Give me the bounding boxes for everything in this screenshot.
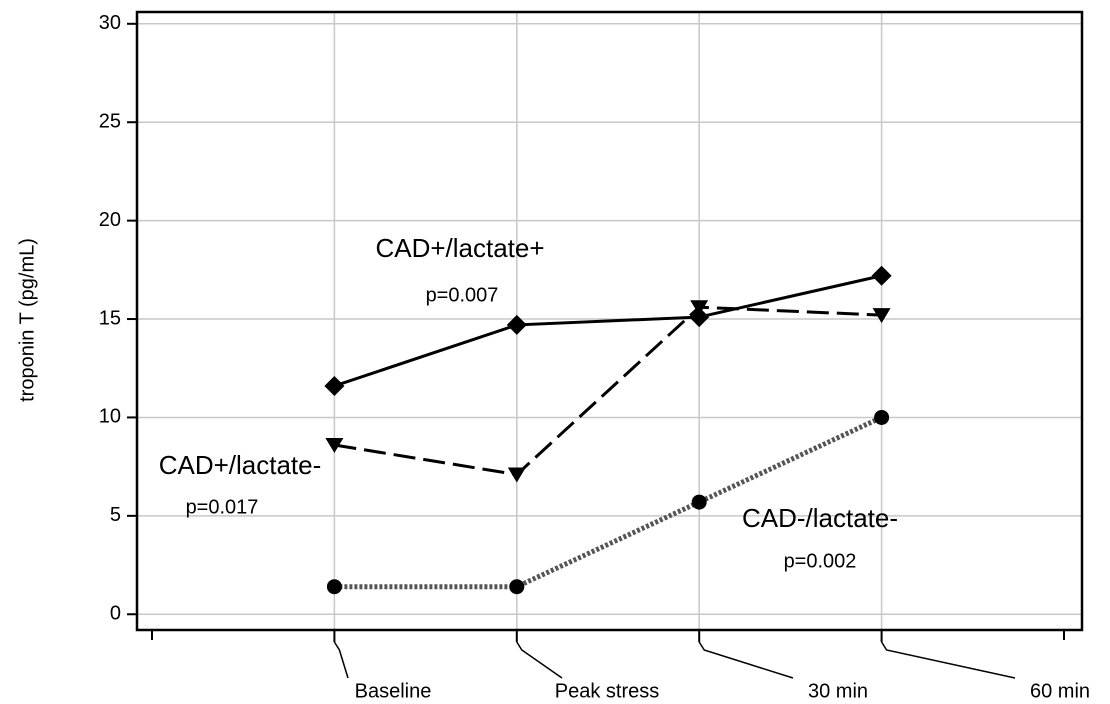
series-label: CAD-/lactate- bbox=[742, 503, 898, 533]
series-line bbox=[333, 274, 882, 388]
x-tick-label: Peak stress bbox=[555, 680, 659, 702]
marker bbox=[872, 308, 891, 324]
y-tick-label: 10 bbox=[99, 406, 121, 428]
x-tick-label: Baseline bbox=[355, 680, 432, 702]
marker bbox=[324, 375, 345, 396]
tick-leader bbox=[880, 641, 1016, 679]
marker bbox=[871, 265, 892, 286]
marker bbox=[691, 494, 707, 510]
y-axis-label: troponin T (pg/mL) bbox=[16, 238, 38, 402]
marker bbox=[874, 409, 890, 425]
series-line bbox=[334, 415, 883, 590]
series-label: CAD+/lactate- bbox=[159, 450, 322, 480]
marker bbox=[509, 579, 525, 595]
series-label: CAD+/lactate+ bbox=[375, 233, 544, 263]
p-value-label: p=0.017 bbox=[186, 496, 259, 518]
marker bbox=[507, 467, 526, 483]
tick-leader bbox=[698, 641, 794, 679]
p-value-label: p=0.002 bbox=[784, 550, 857, 572]
marker bbox=[506, 314, 527, 335]
plot-frame bbox=[135, 10, 1084, 632]
y-tick-label: 5 bbox=[110, 504, 121, 526]
tick-leader bbox=[516, 641, 563, 679]
x-tick-label: 60 min bbox=[1030, 680, 1090, 702]
marker bbox=[326, 579, 342, 595]
y-tick-label: 0 bbox=[110, 603, 121, 625]
p-value-label: p=0.007 bbox=[426, 284, 499, 306]
x-tick-label: 30 min bbox=[808, 680, 868, 702]
y-tick-label: 30 bbox=[99, 12, 121, 34]
marker bbox=[325, 437, 344, 453]
y-tick-label: 20 bbox=[99, 209, 121, 231]
y-tick-label: 15 bbox=[99, 307, 121, 329]
series-line bbox=[334, 305, 882, 477]
marker bbox=[690, 300, 709, 316]
y-tick-label: 25 bbox=[99, 110, 121, 132]
tick-leader bbox=[333, 641, 349, 679]
